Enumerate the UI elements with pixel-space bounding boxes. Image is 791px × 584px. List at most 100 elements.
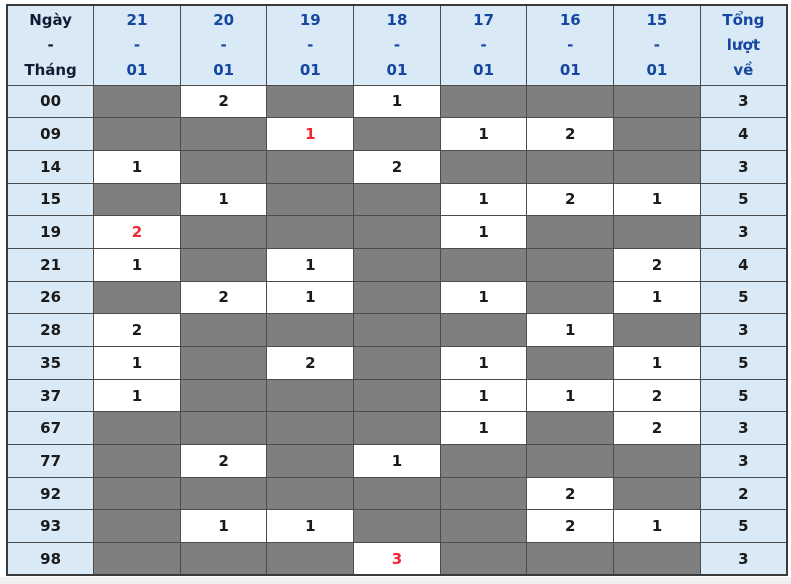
no-hit-cell bbox=[179, 476, 268, 511]
no-hit-cell bbox=[179, 149, 268, 184]
row-label: 19 bbox=[6, 215, 95, 249]
no-hit-cell bbox=[353, 476, 441, 511]
no-hit-cell bbox=[526, 280, 615, 315]
total-cell: 3 bbox=[699, 313, 788, 347]
count-cell: 2 bbox=[613, 411, 701, 446]
no-hit-cell bbox=[613, 84, 701, 119]
total-cell: 5 bbox=[699, 182, 788, 217]
table-row: 19 2 1 3 bbox=[6, 215, 788, 249]
count-cell: 1 bbox=[179, 509, 268, 544]
no-hit-cell bbox=[526, 84, 615, 119]
no-hit-cell bbox=[353, 280, 441, 315]
count-cell: 2 bbox=[266, 346, 355, 380]
no-hit-cell bbox=[439, 542, 528, 576]
no-hit-cell bbox=[613, 542, 701, 576]
no-hit-cell bbox=[439, 476, 528, 511]
table-header: Ngày - Tháng 21 - 01 20 - 01 19 - 01 bbox=[6, 4, 788, 86]
date-day: 17 bbox=[473, 10, 495, 29]
date-day: 15 bbox=[646, 10, 668, 29]
no-hit-cell bbox=[93, 411, 181, 446]
no-hit-cell bbox=[526, 346, 615, 380]
header-row: Ngày - Tháng 21 - 01 20 - 01 19 - 01 bbox=[6, 4, 788, 86]
row-label: 93 bbox=[6, 509, 95, 544]
date-sep: - bbox=[133, 35, 141, 54]
count-cell: 1 bbox=[93, 346, 181, 380]
row-label: 21 bbox=[6, 247, 95, 282]
count-cell-highlighted: 1 bbox=[266, 117, 355, 151]
corner-header-sep: - bbox=[47, 35, 54, 54]
table-row: 21 1 1 2 4 bbox=[6, 247, 788, 282]
date-month: 01 bbox=[386, 60, 408, 79]
no-hit-cell bbox=[439, 444, 528, 478]
count-cell: 1 bbox=[353, 444, 441, 478]
table-row: 98 3 3 bbox=[6, 542, 788, 576]
no-hit-cell bbox=[266, 182, 355, 217]
no-hit-cell bbox=[266, 215, 355, 249]
no-hit-cell bbox=[613, 476, 701, 511]
count-cell-highlighted: 3 bbox=[353, 542, 441, 576]
no-hit-cell bbox=[266, 313, 355, 347]
no-hit-cell bbox=[613, 444, 701, 478]
total-header-mid: lượt bbox=[726, 35, 761, 54]
row-label: 26 bbox=[6, 280, 95, 315]
no-hit-cell bbox=[179, 378, 268, 413]
no-hit-cell bbox=[526, 444, 615, 478]
no-hit-cell bbox=[93, 280, 181, 315]
date-sep: - bbox=[480, 35, 487, 54]
no-hit-cell bbox=[613, 149, 701, 184]
no-hit-cell bbox=[179, 411, 268, 446]
date-day: 19 bbox=[299, 10, 321, 29]
table-row: 77 2 1 3 bbox=[6, 444, 788, 478]
no-hit-cell bbox=[93, 444, 181, 478]
row-label: 09 bbox=[6, 117, 95, 151]
no-hit-cell bbox=[613, 215, 701, 249]
count-cell: 1 bbox=[613, 509, 701, 544]
no-hit-cell bbox=[613, 313, 701, 347]
row-label: 37 bbox=[6, 378, 95, 413]
row-label: 28 bbox=[6, 313, 95, 347]
count-cell: 1 bbox=[439, 378, 528, 413]
column-header-date-15-01: 15 - 01 bbox=[613, 4, 701, 86]
total-cell: 3 bbox=[699, 444, 788, 478]
no-hit-cell bbox=[353, 117, 441, 151]
total-cell: 3 bbox=[699, 84, 788, 119]
no-hit-cell bbox=[266, 378, 355, 413]
corner-header-top: Ngày bbox=[29, 10, 72, 29]
total-cell: 4 bbox=[699, 117, 788, 151]
no-hit-cell bbox=[266, 444, 355, 478]
table-row: 93 1 1 2 1 5 bbox=[6, 509, 788, 544]
count-cell: 1 bbox=[353, 84, 441, 119]
no-hit-cell bbox=[353, 182, 441, 217]
count-cell: 1 bbox=[266, 509, 355, 544]
date-day: 16 bbox=[559, 10, 581, 29]
date-sep: - bbox=[393, 35, 401, 54]
total-cell: 3 bbox=[699, 542, 788, 576]
date-month: 01 bbox=[646, 60, 668, 79]
count-cell: 1 bbox=[439, 280, 528, 315]
column-header-date-20-01: 20 - 01 bbox=[179, 4, 268, 86]
count-cell: 1 bbox=[439, 346, 528, 380]
count-cell: 2 bbox=[613, 247, 701, 282]
count-cell: 1 bbox=[93, 378, 181, 413]
no-hit-cell bbox=[439, 149, 528, 184]
date-month: 01 bbox=[299, 60, 321, 79]
no-hit-cell bbox=[439, 509, 528, 544]
date-day: 21 bbox=[126, 10, 148, 29]
no-hit-cell bbox=[93, 542, 181, 576]
total-header-bottom: về bbox=[733, 60, 754, 79]
count-cell: 1 bbox=[179, 182, 268, 217]
corner-header-day-month: Ngày - Tháng bbox=[6, 4, 95, 86]
count-cell: 1 bbox=[93, 149, 181, 184]
column-header-date-19-01: 19 - 01 bbox=[266, 4, 355, 86]
date-sep: - bbox=[307, 35, 314, 54]
count-cell: 1 bbox=[613, 346, 701, 380]
table-row: 67 1 2 3 bbox=[6, 411, 788, 446]
no-hit-cell bbox=[353, 411, 441, 446]
no-hit-cell bbox=[93, 117, 181, 151]
total-cell: 4 bbox=[699, 247, 788, 282]
no-hit-cell bbox=[439, 84, 528, 119]
count-cell: 2 bbox=[179, 444, 268, 478]
corner-header-bottom: Tháng bbox=[24, 60, 77, 79]
no-hit-cell bbox=[353, 247, 441, 282]
